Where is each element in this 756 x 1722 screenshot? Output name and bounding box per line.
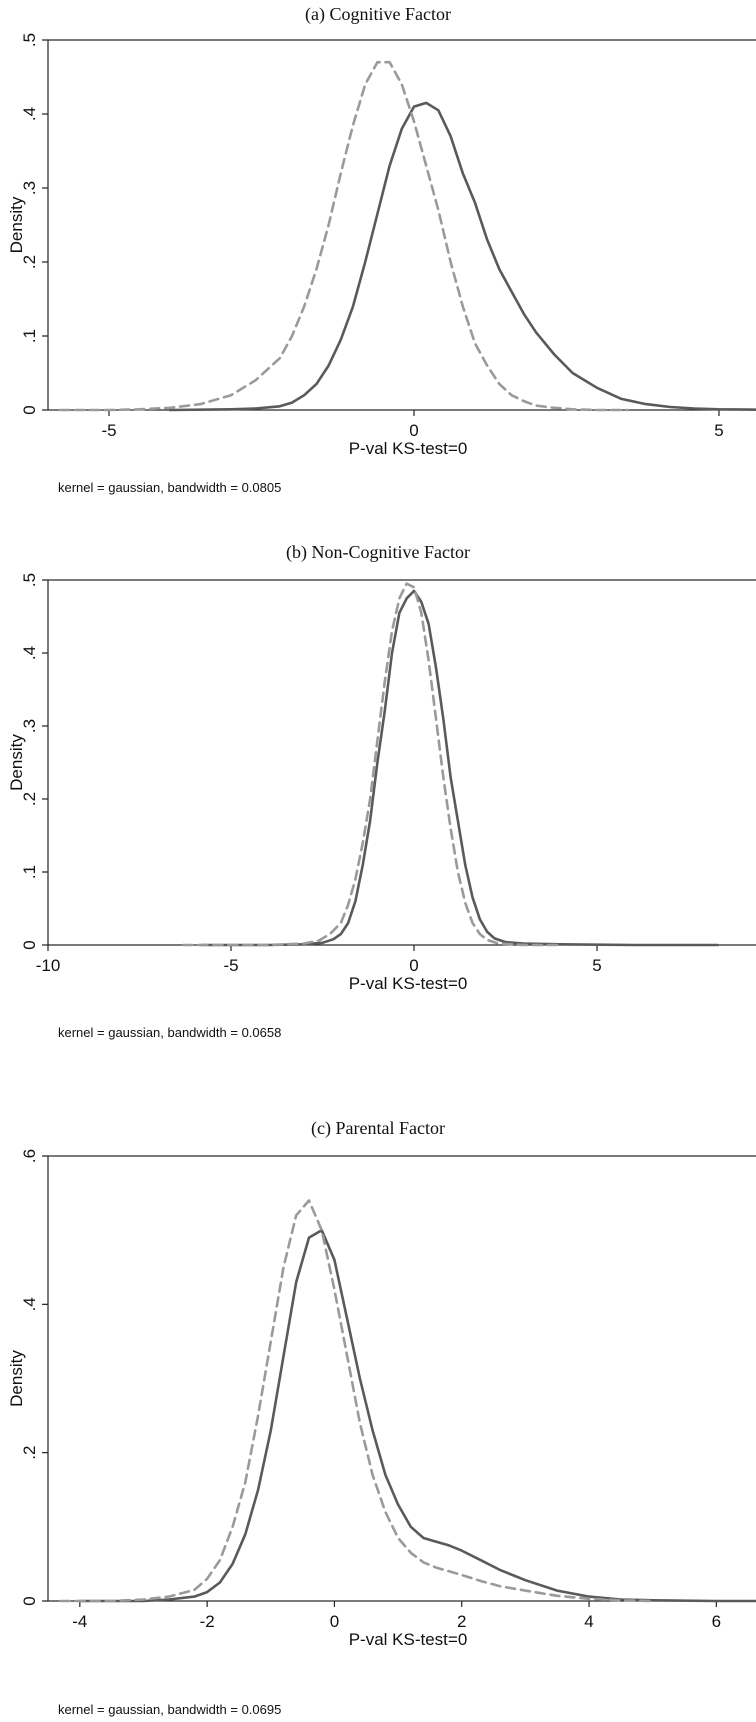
x-axis-label: P-val KS-test=0 (349, 1630, 468, 1649)
y-tick-label: .2 (20, 1446, 39, 1460)
chart-noncognitive: 0.1.2.3.4.5-10-50510P-val KS-test=0Densi… (7, 573, 756, 993)
x-tick-label: 4 (584, 1612, 593, 1631)
plot-frame (47, 579, 756, 946)
x-tick-label: -4 (72, 1612, 87, 1631)
y-tick-label: 0 (20, 940, 39, 949)
chart-panel-cognitive: (a) Cognitive Factor 0 .1 .2 .3 .4 .5 -5 0 5 P-va… (0, 0, 756, 500)
density-line-solid (78, 1228, 756, 1603)
plot-frame (47, 39, 756, 411)
y-tick-label: .1 (20, 865, 39, 879)
y-tick-label: .3 (20, 181, 39, 195)
plot-frame (47, 1155, 756, 1602)
chart-title: (c) Parental Factor (311, 1118, 445, 1138)
chart-parental: 0 .2 .4 .6 -4 -2 0 2 4 6 P-val KS-test=0 Density (7, 1149, 756, 1649)
y-tick-label: .5 (20, 573, 39, 587)
chart-panel-noncognitive: (b) Non-Cognitive Factor 0 .1 .2 .3 .4 .5 -10 -… (0, 540, 756, 1100)
y-tick-label: .5 (20, 33, 39, 47)
x-tick-label: 0 (330, 1612, 339, 1631)
y-axis-label: Density (7, 196, 26, 253)
chart-panel-parental: (c) Parental Factor 0 .2 .4 .6 -4 -2 0 2 4 6 P-val… (0, 1116, 756, 1722)
density-line-dashed (182, 582, 562, 947)
x-axis-label: P-val KS-test=0 (349, 974, 468, 993)
x-tick-label: -5 (101, 421, 116, 440)
y-axis-label: Density (7, 734, 26, 791)
y-tick-label: .6 (20, 1149, 39, 1163)
x-tick-label: 5 (714, 421, 723, 440)
y-tick-label: .2 (20, 792, 39, 806)
y-tick-label: .2 (20, 255, 39, 269)
y-tick-label: 0 (20, 405, 39, 414)
chart-note: kernel = gaussian, bandwidth = 0.0695 (58, 1702, 282, 1717)
density-line-dashed (59, 1199, 655, 1603)
chart-note: kernel = gaussian, bandwidth = 0.0658 (58, 1025, 282, 1040)
chart-title: (a) Cognitive Factor (305, 4, 451, 24)
y-tick-label: .4 (20, 1297, 39, 1311)
chart-title: (b) Non-Cognitive Factor (286, 542, 470, 562)
chart-note: kernel = gaussian, bandwidth = 0.0805 (58, 480, 282, 495)
y-tick-label: .1 (20, 329, 39, 343)
x-tick-label: 2 (457, 1612, 466, 1631)
x-tick-label: -10 (36, 956, 61, 975)
x-tick-label: 0 (409, 421, 418, 440)
x-tick-label: 5 (592, 956, 601, 975)
y-tick-label: .3 (20, 719, 39, 733)
chart-cognitive: 0 .1 .2 .3 .4 .5 -5 0 5 P-val KS-test=0 Density (7, 33, 756, 458)
x-axis-label: P-val KS-test=0 (349, 439, 468, 458)
density-line-solid (200, 589, 720, 947)
x-tick-label: 0 (409, 956, 418, 975)
x-tick-label: -2 (200, 1612, 215, 1631)
y-axis-label: Density (7, 1350, 26, 1407)
density-line-dashed (58, 60, 629, 412)
y-tick-label: .4 (20, 107, 39, 121)
x-tick-label: -5 (223, 956, 238, 975)
density-line-solid (168, 101, 756, 412)
x-tick-label: 6 (712, 1612, 721, 1631)
y-tick-label: 0 (20, 1596, 39, 1605)
y-tick-label: .4 (20, 646, 39, 660)
